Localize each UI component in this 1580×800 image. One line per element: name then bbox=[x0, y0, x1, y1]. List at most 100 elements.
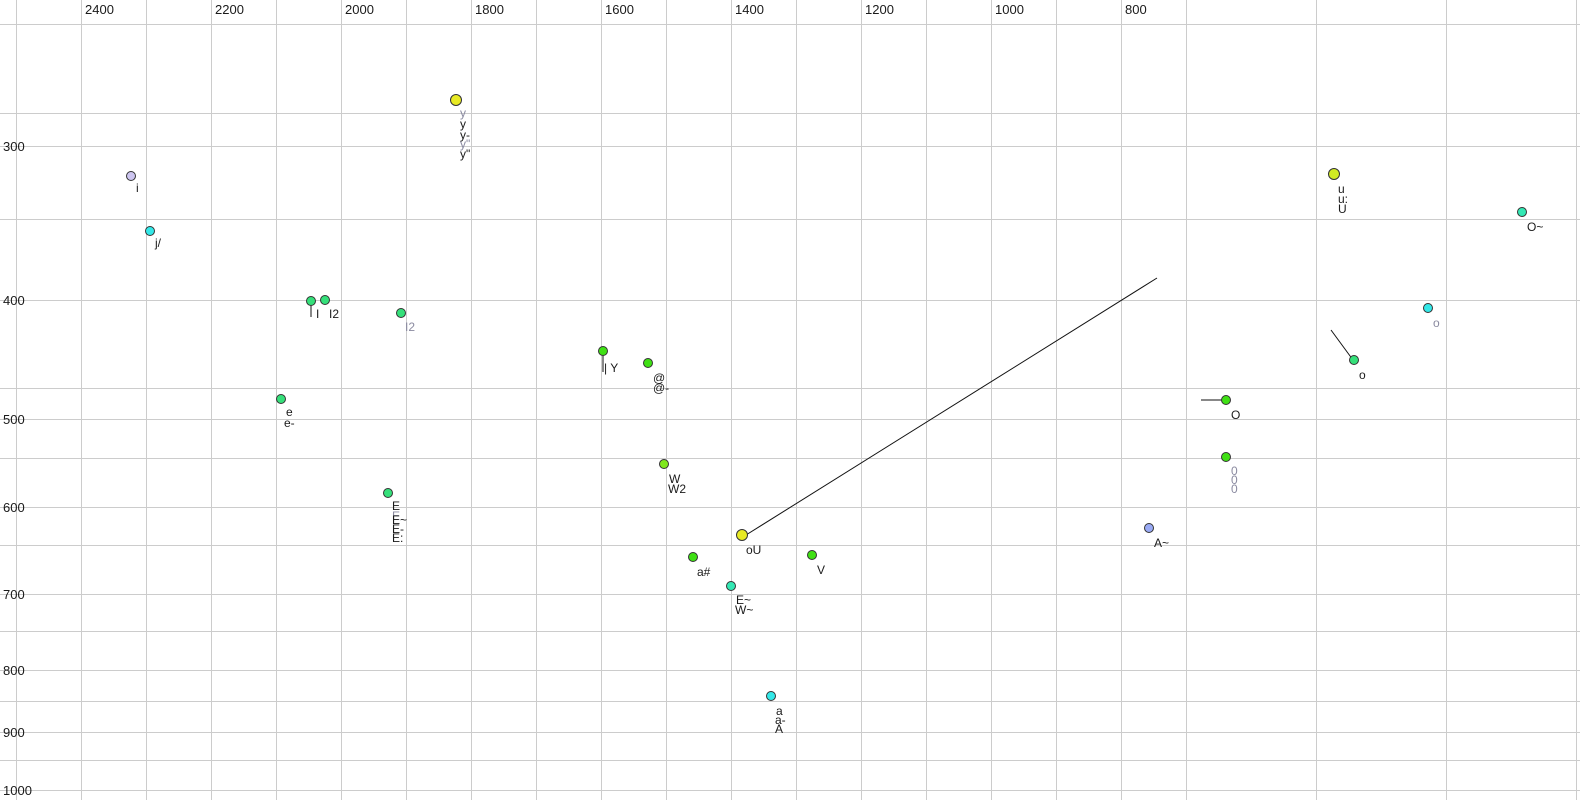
gridline-horizontal bbox=[0, 458, 1580, 459]
data-point-label: I2 bbox=[405, 320, 416, 334]
data-point-marker[interactable] bbox=[643, 358, 653, 368]
data-point-label: E: bbox=[392, 531, 404, 545]
gridline-vertical bbox=[796, 0, 797, 800]
gridline-vertical bbox=[1446, 0, 1447, 800]
gridline-horizontal bbox=[0, 146, 1580, 147]
data-point-label: E~ bbox=[392, 513, 408, 527]
data-point-marker[interactable] bbox=[383, 488, 393, 498]
gridline-horizontal bbox=[0, 388, 1580, 389]
data-point-marker[interactable] bbox=[598, 346, 608, 356]
data-point-label: y- bbox=[460, 128, 470, 142]
data-point-label: I bbox=[316, 307, 320, 321]
y-axis-tick-label: 900 bbox=[3, 725, 25, 740]
data-point-label: y" bbox=[460, 147, 471, 161]
data-point-marker[interactable] bbox=[1328, 168, 1340, 180]
gridline-vertical bbox=[926, 0, 927, 800]
x-axis-tick-label: 800 bbox=[1125, 2, 1147, 17]
gridline-vertical bbox=[471, 0, 472, 800]
gridline-horizontal bbox=[0, 419, 1580, 420]
data-point-label: oU bbox=[746, 543, 762, 557]
data-point-marker[interactable] bbox=[320, 295, 330, 305]
data-point-label: a# bbox=[697, 565, 711, 579]
data-point-label: I2 bbox=[329, 307, 340, 321]
gridline-vertical bbox=[1121, 0, 1122, 800]
y-axis-tick-label: 600 bbox=[3, 500, 25, 515]
data-point-label: @ bbox=[653, 371, 666, 385]
gridline-horizontal bbox=[0, 631, 1580, 632]
data-point-label: 0 bbox=[1231, 482, 1238, 496]
data-point-label: i bbox=[136, 181, 139, 195]
gridline-horizontal bbox=[0, 701, 1580, 702]
gridline-horizontal bbox=[0, 219, 1580, 220]
data-point-marker[interactable] bbox=[1423, 303, 1433, 313]
gridline-horizontal bbox=[0, 300, 1580, 301]
data-point-label: E~ bbox=[736, 593, 752, 607]
gridline-horizontal bbox=[0, 732, 1580, 733]
data-point-label: | Y bbox=[604, 361, 619, 375]
leader-line bbox=[745, 277, 1158, 536]
data-point-marker[interactable] bbox=[688, 552, 698, 562]
data-point-marker[interactable] bbox=[306, 296, 316, 306]
data-point-label: u: bbox=[1338, 192, 1349, 206]
gridline-vertical bbox=[731, 0, 732, 800]
gridline-horizontal bbox=[0, 545, 1580, 546]
data-point-marker[interactable] bbox=[726, 581, 736, 591]
gridline-vertical bbox=[1056, 0, 1057, 800]
gridline-vertical bbox=[861, 0, 862, 800]
data-point-label: o bbox=[1359, 368, 1366, 382]
data-point-marker[interactable] bbox=[1144, 523, 1154, 533]
x-axis-tick-label: 1200 bbox=[865, 2, 894, 17]
x-axis-tick-label: 2200 bbox=[215, 2, 244, 17]
data-point-label: E- bbox=[392, 522, 404, 536]
gridline-vertical bbox=[536, 0, 537, 800]
data-point-label: y" bbox=[460, 137, 471, 151]
gridline-vertical bbox=[211, 0, 212, 800]
data-point-marker[interactable] bbox=[276, 394, 286, 404]
gridline-vertical bbox=[991, 0, 992, 800]
y-axis-tick-label: 1000 bbox=[3, 783, 32, 798]
data-point-marker[interactable] bbox=[1221, 395, 1231, 405]
x-axis-tick-label: 2000 bbox=[345, 2, 374, 17]
data-point-label: e bbox=[286, 405, 293, 419]
gridline-vertical bbox=[341, 0, 342, 800]
y-axis-tick-label: 500 bbox=[3, 412, 25, 427]
data-point-marker[interactable] bbox=[1517, 207, 1527, 217]
gridline-vertical bbox=[406, 0, 407, 800]
data-point-label: A~ bbox=[1154, 536, 1170, 550]
data-point-label: @- bbox=[653, 381, 670, 395]
data-point-marker[interactable] bbox=[126, 171, 136, 181]
data-point-marker[interactable] bbox=[450, 94, 462, 106]
data-point-label: a- bbox=[775, 713, 786, 727]
gridline-vertical bbox=[81, 0, 82, 800]
data-point-marker[interactable] bbox=[396, 308, 406, 318]
data-point-label: W bbox=[669, 472, 681, 486]
data-point-label: O~ bbox=[1527, 220, 1544, 234]
data-point-label: U bbox=[1338, 202, 1347, 216]
data-point-marker[interactable] bbox=[1349, 355, 1359, 365]
y-axis-tick-label: 300 bbox=[3, 139, 25, 154]
data-point-marker[interactable] bbox=[807, 550, 817, 560]
gridline-horizontal bbox=[0, 670, 1580, 671]
x-axis-tick-label: 2400 bbox=[85, 2, 114, 17]
data-point-label: 0 bbox=[1231, 473, 1238, 487]
x-axis-tick-label: 1000 bbox=[995, 2, 1024, 17]
data-point-marker[interactable] bbox=[766, 691, 776, 701]
data-point-marker[interactable] bbox=[1221, 452, 1231, 462]
gridline-vertical bbox=[16, 0, 17, 800]
gridline-vertical bbox=[146, 0, 147, 800]
data-point-label: W~ bbox=[735, 603, 754, 617]
data-point-label: o bbox=[1433, 316, 1440, 330]
gridline-vertical bbox=[666, 0, 667, 800]
data-point-label: W2 bbox=[668, 482, 686, 496]
data-point-marker[interactable] bbox=[145, 226, 155, 236]
data-point-label: 0 bbox=[1231, 464, 1238, 478]
data-point-label: y bbox=[460, 117, 466, 131]
data-point-label: u bbox=[1338, 182, 1345, 196]
data-point-marker[interactable] bbox=[736, 529, 748, 541]
data-point-marker[interactable] bbox=[659, 459, 669, 469]
x-axis-tick-label: 1800 bbox=[475, 2, 504, 17]
x-axis-tick-label: 1600 bbox=[605, 2, 634, 17]
gridline-horizontal bbox=[0, 507, 1580, 508]
